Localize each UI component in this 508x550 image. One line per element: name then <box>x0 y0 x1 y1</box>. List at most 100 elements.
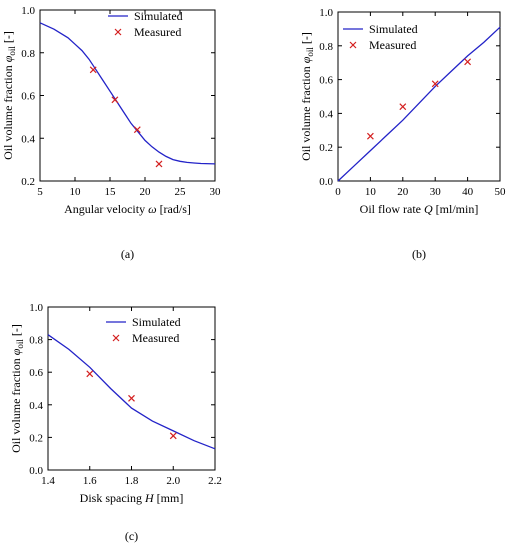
data-point-measured <box>111 96 119 104</box>
data-point-measured <box>155 160 163 168</box>
x-axis-label-text: Disk spacing <box>80 491 145 505</box>
y-axis-label-unit: [-] <box>1 31 15 46</box>
y-tick-label: 0.2 <box>319 142 333 154</box>
y-tick-label: 0.0 <box>319 176 333 188</box>
plot-frame <box>337 11 501 182</box>
data-point-stroke <box>399 103 407 111</box>
data-point-measured <box>128 394 135 402</box>
panel-caption: (a) <box>121 247 134 261</box>
x-axis-label: Disk spacing H [mm] <box>80 491 184 505</box>
y-axis-label-unit: [-] <box>299 32 313 47</box>
legend-label: Simulated <box>132 315 181 329</box>
legend-label: Simulated <box>369 22 418 36</box>
y-tick-label: 1.0 <box>21 5 35 17</box>
y-axis-label-text: Oil volume fraction <box>299 63 313 161</box>
y-axis-label-sub: oil <box>15 339 25 349</box>
data-point-stroke <box>366 132 374 140</box>
legend-swatch-marker <box>112 334 120 342</box>
data-point-measured <box>169 432 177 440</box>
y-axis-label-var: φ <box>1 55 15 62</box>
y-tick-label: 0.2 <box>21 176 35 188</box>
y-tick-label: 0.8 <box>319 41 333 53</box>
chart-panel-b: 0 10 20 30 40 50 0.0 0.2 0.4 0.6 0.8 1.0 Oil flow ra… <box>299 7 506 261</box>
data-point-stroke <box>128 394 135 402</box>
x-tick-label: 50 <box>495 186 507 198</box>
y-tick-label: 0.4 <box>319 108 333 120</box>
y-axis-label-unit: [-] <box>9 324 23 339</box>
x-tick-label: 40 <box>462 186 474 198</box>
panel-caption: (b) <box>412 247 426 261</box>
data-point-measured <box>399 103 407 111</box>
chart-panel-c: 1.4 1.6 1.8 2.0 2.2 0.0 0.2 0.4 0.6 0.8 1.0 Disk sp… <box>9 302 222 543</box>
y-tick-label: 0.6 <box>21 91 35 103</box>
x-axis-label-var: H <box>144 491 155 505</box>
x-tick-label: 1.4 <box>41 475 55 487</box>
x-axis-label-text: Angular velocity <box>64 202 148 216</box>
x-axis-label-var: ω <box>148 202 156 216</box>
chart-panel-a: 5 10 15 20 25 30 0.2 0.4 0.6 0.8 1.0 Angular veloci… <box>1 5 221 261</box>
y-tick-label: 0.6 <box>319 75 333 87</box>
x-tick-label: 0 <box>335 186 341 198</box>
y-tick-label: 0.0 <box>29 465 43 477</box>
x-tick-label: 1.6 <box>83 475 97 487</box>
x-tick-label: 2.0 <box>166 475 180 487</box>
x-tick-label: 20 <box>140 186 152 198</box>
y-tick-label: 0.6 <box>29 367 43 379</box>
x-tick-label: 5 <box>37 186 43 198</box>
x-tick-label: 10 <box>70 186 82 198</box>
data-point-measured <box>464 58 472 66</box>
x-axis-label-var: Q <box>424 202 433 216</box>
x-tick-label: 30 <box>210 186 222 198</box>
x-axis-label: Oil flow rate Q [ml/min] <box>360 202 479 216</box>
legend-label: Measured <box>369 38 416 52</box>
y-axis-label-var: φ <box>299 56 313 63</box>
x-tick-label: 20 <box>397 186 409 198</box>
legend: Simulated Measured <box>106 315 181 345</box>
legend-label: Simulated <box>134 9 183 23</box>
plot-frame <box>39 9 216 182</box>
data-point-measured <box>431 80 439 88</box>
y-tick-label: 0.4 <box>21 133 35 145</box>
series-line-simulated <box>337 26 501 182</box>
y-axis-label-sub: oil <box>305 47 315 57</box>
y-axis-label: Oil volume fraction φoil [-] <box>9 324 25 453</box>
data-point-measured <box>86 370 94 378</box>
data-point-measured <box>366 132 374 140</box>
data-point-measured <box>89 66 97 74</box>
legend-swatch-marker <box>114 28 122 36</box>
data-point-stroke <box>133 126 141 134</box>
y-axis-label: Oil volume fraction φoil [-] <box>1 31 17 160</box>
series-line-simulated <box>39 22 216 165</box>
x-tick-label: 25 <box>175 186 187 198</box>
x-tick-label: 10 <box>365 186 377 198</box>
data-point-measured <box>133 126 141 134</box>
x-tick-label: 15 <box>105 186 117 198</box>
data-point-stroke <box>89 66 97 74</box>
data-point-stroke <box>464 58 472 66</box>
data-point-stroke <box>431 80 439 88</box>
y-axis-label-sub: oil <box>7 46 17 56</box>
x-axis-label-unit: [ml/min] <box>433 202 479 216</box>
x-axis-label-text: Oil flow rate <box>360 202 424 216</box>
data-point-stroke <box>155 160 163 168</box>
legend-label: Measured <box>132 331 179 345</box>
x-axis-label-unit: [mm] <box>154 491 184 505</box>
series-line-simulated <box>47 334 216 450</box>
legend-label: Measured <box>134 25 181 39</box>
y-axis-label: Oil volume fraction φoil [-] <box>299 32 315 161</box>
panel-caption: (c) <box>125 529 138 543</box>
y-tick-label: 0.8 <box>29 335 43 347</box>
data-point-stroke <box>169 432 177 440</box>
data-point-stroke <box>86 370 94 378</box>
y-tick-label: 0.8 <box>21 48 35 60</box>
data-point-stroke <box>111 96 119 104</box>
x-tick-label: 1.8 <box>125 475 139 487</box>
y-axis-label-text: Oil volume fraction <box>1 62 15 160</box>
y-tick-label: 0.4 <box>29 400 43 412</box>
x-axis-label-unit: [rad/s] <box>157 202 191 216</box>
y-tick-label: 0.2 <box>29 432 43 444</box>
y-axis-label-var: φ <box>9 348 23 355</box>
legend: Simulated Measured <box>343 22 418 52</box>
legend-swatch-marker <box>349 41 357 49</box>
x-tick-label: 2.2 <box>208 475 222 487</box>
